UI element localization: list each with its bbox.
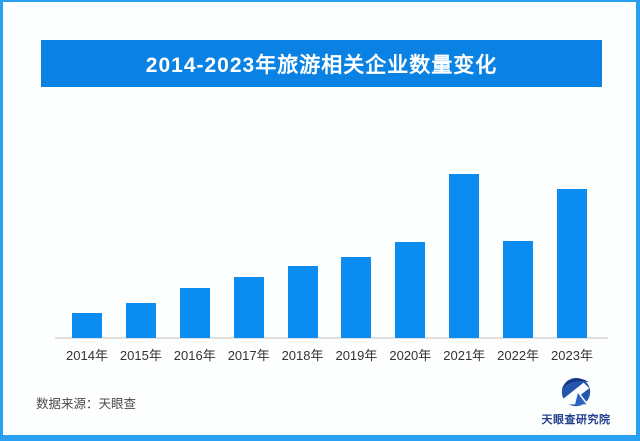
card-border-top (0, 0, 640, 2)
bar-2023年 (557, 189, 587, 338)
bar-2017年 (233, 277, 264, 338)
x-axis-label: 2015年 (119, 348, 162, 363)
bar-2019年 (341, 257, 372, 338)
x-axis-label: 2017年 (227, 348, 270, 363)
tianyancha-logo-icon (559, 377, 591, 408)
x-axis-label: 2014年 (66, 348, 108, 363)
x-axis-label: 2022年 (497, 348, 540, 363)
x-axis-label: 2021年 (443, 348, 486, 363)
bar-2021年 (449, 174, 480, 338)
bar-2020年 (395, 242, 426, 338)
bar-2014年 (72, 313, 102, 338)
x-axis-label: 2019年 (335, 348, 378, 363)
tianyancha-logo: 天眼查研究院 (533, 376, 619, 428)
chart-title: 2014-2023年旅游相关企业数量变化 (145, 53, 498, 77)
card-border-right (636, 0, 640, 441)
bar-2018年 (287, 266, 318, 338)
tianyancha-logo-text: 天眼查研究院 (541, 414, 611, 426)
bar-2022年 (503, 241, 534, 338)
x-axis-label: 2016年 (173, 348, 216, 363)
chart-title-banner: 2014-2023年旅游相关企业数量变化 (41, 40, 602, 87)
bar-2016年 (179, 288, 210, 338)
data-source-note: 数据来源：天眼查 (36, 397, 137, 411)
x-axis-line (55, 337, 608, 339)
card-border-bottom (0, 435, 640, 441)
x-axis-label: 2018年 (281, 348, 324, 363)
card-border-left (0, 0, 3, 441)
x-axis-label: 2020年 (389, 348, 432, 363)
bar-2015年 (125, 303, 156, 338)
x-axis-label: 2023年 (551, 348, 593, 363)
